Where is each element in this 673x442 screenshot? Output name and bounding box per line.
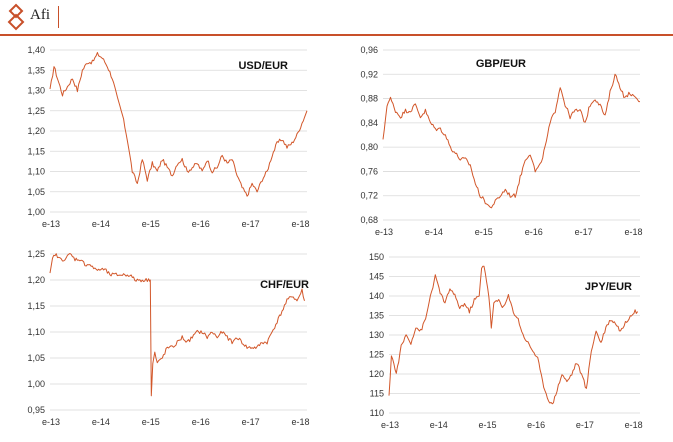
y-tick-label: 1,15: [27, 146, 45, 156]
y-tick-label: 1,00: [27, 379, 45, 389]
y-tick-label: 0,95: [27, 405, 45, 415]
series-line: [382, 73, 640, 209]
brand-name: Afi: [30, 7, 50, 23]
currency-charts: 1,00 1,05 1,10 1,15 1,20 1,25 1,30 1,35 1,40 e-13…: [27, 45, 643, 430]
chart-jpy-eur: 110 115 120 125 130 135 140 145 150 e-13 e-14 e-15 e…: [369, 252, 643, 430]
x-tick-label: e-17: [242, 417, 260, 427]
y-tick-label: 120: [369, 369, 384, 379]
x-tick-label: e-17: [575, 227, 593, 237]
chart-title: JPY/EUR: [585, 281, 632, 293]
y-tick-label: 1,05: [27, 187, 45, 197]
x-tick-label: e-15: [478, 420, 496, 430]
x-tick-label: e-15: [142, 219, 160, 229]
y-tick-label: 1,25: [27, 106, 45, 116]
y-tick-label: 150: [369, 252, 384, 262]
y-tick-label: 1,20: [27, 126, 45, 136]
x-tick-label: e-16: [527, 420, 545, 430]
y-tick-label: 145: [369, 272, 384, 282]
x-tick-label: e-18: [625, 227, 643, 237]
y-tick-label: 0,92: [360, 69, 378, 79]
y-tick-label: 0,84: [360, 118, 378, 128]
chart-grid: 1,00 1,05 1,10 1,15 1,20 1,25 1,30 1,35 1,40 e-13…: [0, 36, 673, 437]
y-tick-label: 1,35: [27, 65, 45, 75]
y-tick-label: 0,80: [360, 142, 378, 152]
y-tick-label: 1,20: [27, 275, 45, 285]
header-bar: Afi: [0, 0, 673, 36]
x-tick-label: e-17: [242, 219, 260, 229]
chart-title: CHF/EUR: [260, 279, 309, 291]
y-tick-label: 125: [369, 350, 384, 360]
y-tick-label: 0,68: [360, 215, 378, 225]
y-tick-label: 110: [370, 408, 384, 418]
x-tick-label: e-14: [425, 227, 443, 237]
y-tick-label: 1,15: [27, 301, 45, 311]
series-line: [388, 265, 639, 405]
y-tick-label: 1,10: [27, 327, 45, 337]
chart-chf-eur: 0,95 1,00 1,05 1,10 1,15 1,20 1,25 e-13 e-14 e-15…: [27, 249, 309, 427]
chart-title: USD/EUR: [238, 60, 288, 72]
y-tick-label: 1,40: [27, 45, 45, 55]
series-line: [49, 253, 305, 397]
y-tick-label: 1,10: [27, 167, 45, 177]
x-tick-label: e-17: [576, 420, 594, 430]
x-tick-label: e-15: [475, 227, 493, 237]
y-tick-label: 135: [369, 311, 384, 321]
x-tick-label: e-16: [525, 227, 543, 237]
x-tick-label: e-16: [192, 219, 210, 229]
chart-gbp-eur: 0,68 0,72 0,76 0,80 0,84 0,88 0,92 0,96 e-13 e-14…: [360, 45, 642, 237]
y-tick-label: 0,72: [360, 191, 378, 201]
y-tick-label: 1,05: [27, 353, 45, 363]
y-tick-label: 0,76: [360, 166, 378, 176]
x-tick-label: e-13: [375, 227, 393, 237]
y-tick-label: 0,96: [360, 45, 378, 55]
header-rule: [0, 34, 673, 36]
x-tick-label: e-15: [142, 417, 160, 427]
logo-divider: [58, 6, 59, 28]
chart-usd-eur: 1,00 1,05 1,10 1,15 1,20 1,25 1,30 1,35 1,40 e-13…: [27, 45, 309, 229]
x-tick-label: e-14: [92, 417, 110, 427]
x-tick-label: e-18: [292, 417, 310, 427]
x-tick-label: e-14: [92, 219, 110, 229]
x-tick-label: e-13: [381, 420, 399, 430]
chart-title: GBP/EUR: [476, 58, 526, 70]
series-line: [49, 52, 308, 197]
y-tick-label: 115: [370, 389, 384, 399]
y-tick-label: 1,25: [27, 249, 45, 259]
y-tick-label: 0,88: [360, 94, 378, 104]
y-tick-label: 1,30: [27, 86, 45, 96]
afi-logo-icon: [7, 3, 25, 31]
x-tick-label: e-18: [625, 420, 643, 430]
y-tick-label: 140: [369, 291, 384, 301]
x-tick-label: e-13: [42, 417, 60, 427]
x-tick-label: e-16: [192, 417, 210, 427]
x-tick-label: e-18: [292, 219, 310, 229]
x-tick-label: e-14: [430, 420, 448, 430]
y-tick-label: 130: [369, 330, 384, 340]
x-tick-label: e-13: [42, 219, 60, 229]
y-tick-label: 1,00: [27, 207, 45, 217]
